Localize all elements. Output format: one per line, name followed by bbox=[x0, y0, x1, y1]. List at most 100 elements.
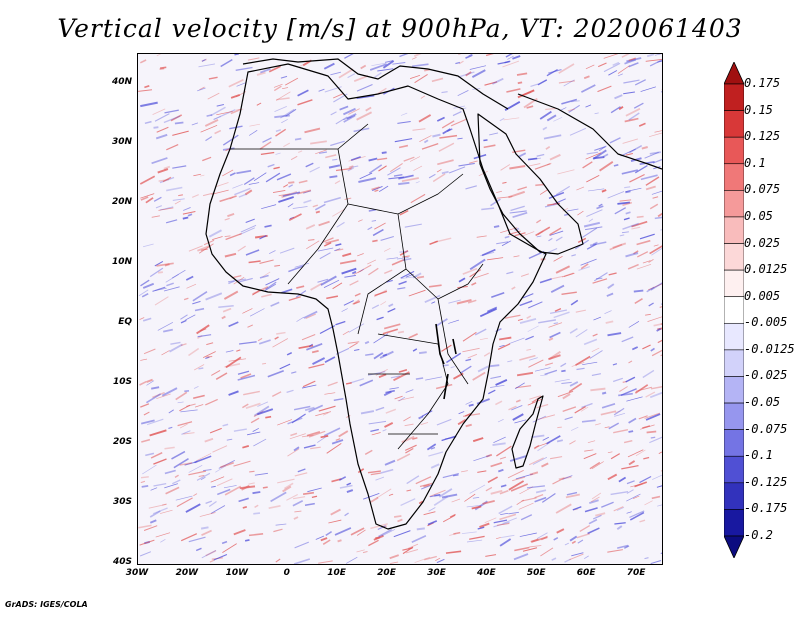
velocity-streak bbox=[155, 205, 162, 209]
velocity-streak bbox=[626, 489, 634, 494]
velocity-streak bbox=[171, 269, 186, 279]
velocity-streak bbox=[441, 91, 448, 94]
velocity-streak bbox=[589, 461, 601, 470]
velocity-streak bbox=[203, 351, 216, 358]
velocity-streak bbox=[283, 184, 289, 188]
velocity-streak bbox=[507, 55, 514, 60]
velocity-streak bbox=[154, 113, 170, 122]
velocity-streak bbox=[565, 493, 580, 499]
velocity-streak bbox=[414, 73, 428, 84]
velocity-streak bbox=[564, 416, 573, 421]
velocity-streak bbox=[188, 470, 207, 476]
velocity-streak bbox=[498, 468, 504, 473]
velocity-streak bbox=[557, 390, 574, 398]
velocity-streak bbox=[213, 553, 228, 561]
velocity-streak bbox=[504, 60, 511, 64]
velocity-streak bbox=[586, 151, 599, 155]
lon-tick-label: 50E bbox=[526, 568, 546, 578]
velocity-streak bbox=[371, 62, 386, 67]
velocity-streak bbox=[419, 135, 432, 142]
velocity-streak bbox=[235, 66, 253, 71]
velocity-streak bbox=[317, 278, 329, 283]
velocity-streak bbox=[140, 193, 155, 199]
lon-tick-label: 0 bbox=[283, 568, 290, 578]
velocity-streak bbox=[448, 299, 461, 304]
velocity-streak bbox=[397, 518, 403, 523]
velocity-streak bbox=[271, 391, 282, 397]
velocity-streak bbox=[370, 523, 388, 530]
velocity-streak bbox=[177, 421, 193, 427]
colorbar-label: -0.175 bbox=[744, 501, 788, 516]
velocity-streak bbox=[497, 343, 511, 350]
velocity-streak bbox=[466, 504, 483, 508]
velocity-streak bbox=[458, 60, 464, 65]
velocity-streak bbox=[530, 83, 539, 87]
velocity-streak bbox=[250, 417, 260, 424]
velocity-streak bbox=[472, 437, 484, 443]
velocity-streak bbox=[581, 419, 596, 423]
velocity-streak bbox=[145, 197, 154, 204]
velocity-streak bbox=[303, 310, 318, 319]
velocity-streak bbox=[589, 499, 599, 505]
velocity-streak bbox=[548, 337, 554, 341]
velocity-streak bbox=[152, 286, 166, 292]
velocity-streak bbox=[628, 460, 636, 466]
velocity-streak bbox=[228, 390, 239, 396]
velocity-streak bbox=[294, 137, 302, 141]
velocity-streak bbox=[200, 124, 218, 133]
velocity-streak bbox=[296, 316, 304, 322]
velocity-streak bbox=[220, 461, 234, 469]
velocity-streak bbox=[393, 174, 403, 177]
velocity-streak bbox=[148, 503, 167, 509]
velocity-streak bbox=[308, 430, 326, 438]
velocity-streak bbox=[606, 292, 614, 297]
velocity-streak bbox=[156, 54, 162, 57]
velocity-streak bbox=[205, 398, 218, 406]
velocity-streak bbox=[561, 369, 566, 373]
velocity-streak bbox=[555, 265, 571, 274]
velocity-streak bbox=[654, 130, 662, 133]
velocity-streak bbox=[371, 432, 381, 436]
velocity-streak bbox=[442, 473, 459, 479]
velocity-streak bbox=[527, 325, 539, 332]
velocity-streak bbox=[552, 477, 565, 485]
velocity-streak bbox=[262, 486, 268, 489]
velocity-streak bbox=[613, 164, 619, 167]
velocity-streak bbox=[225, 148, 230, 152]
velocity-streak bbox=[584, 507, 598, 513]
velocity-streak bbox=[487, 476, 498, 483]
velocity-streak bbox=[185, 503, 201, 513]
velocity-streak bbox=[305, 162, 314, 168]
velocity-streak bbox=[337, 539, 342, 543]
velocity-streak bbox=[339, 259, 357, 265]
velocity-streak bbox=[144, 85, 150, 89]
velocity-streak bbox=[228, 280, 235, 285]
velocity-streak bbox=[593, 156, 605, 160]
velocity-streak bbox=[645, 391, 656, 398]
velocity-streak bbox=[621, 464, 639, 470]
lat-tick-label: 30S bbox=[112, 497, 132, 507]
velocity-streak bbox=[502, 181, 507, 184]
velocity-streak bbox=[474, 272, 489, 279]
velocity-streak bbox=[254, 504, 259, 509]
velocity-streak bbox=[194, 364, 205, 371]
velocity-streak bbox=[288, 265, 304, 273]
velocity-streak bbox=[551, 557, 557, 561]
velocity-streak bbox=[642, 344, 651, 350]
velocity-streak bbox=[291, 371, 297, 374]
velocity-streak bbox=[172, 165, 187, 169]
velocity-streak bbox=[160, 538, 166, 543]
velocity-streak bbox=[156, 262, 174, 267]
velocity-streak bbox=[471, 505, 482, 510]
velocity-streak bbox=[247, 431, 261, 436]
velocity-streak bbox=[193, 173, 201, 177]
velocity-streak bbox=[398, 368, 408, 373]
velocity-streak bbox=[483, 352, 491, 357]
velocity-streak bbox=[197, 245, 210, 252]
velocity-streak bbox=[233, 529, 246, 536]
velocity-streak bbox=[281, 288, 293, 294]
velocity-streak bbox=[648, 302, 654, 307]
velocity-streak bbox=[283, 482, 294, 490]
velocity-streak bbox=[214, 182, 229, 188]
lon-tick-label: 10W bbox=[225, 568, 249, 578]
